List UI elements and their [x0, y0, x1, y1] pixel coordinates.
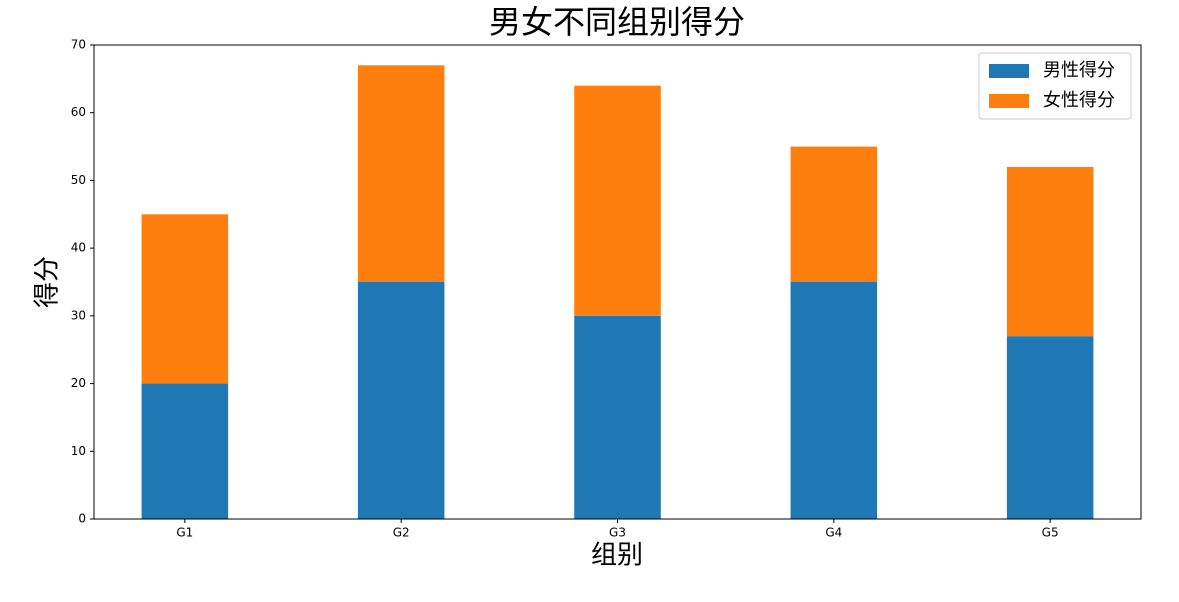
chart-title: 男女不同组别得分	[489, 3, 745, 41]
bar-segment	[790, 146, 878, 282]
x-tick-label: G4	[825, 526, 842, 540]
legend-label: 女性得分	[1043, 90, 1115, 111]
x-tick-label: G3	[609, 526, 626, 540]
y-tick-label: 10	[71, 444, 86, 458]
y-tick-label: 70	[71, 38, 86, 52]
y-tick-label: 50	[71, 173, 86, 187]
plot-frame	[93, 44, 1142, 520]
y-tick-label: 20	[71, 376, 86, 390]
y-tick-label: 40	[71, 241, 86, 255]
legend-label: 男性得分	[1043, 60, 1115, 81]
legend-swatch	[989, 94, 1029, 108]
y-tick-label: 0	[78, 512, 86, 526]
bar-segment	[357, 282, 445, 519]
x-axis-label: 组别	[591, 541, 643, 571]
bar-segment	[1006, 166, 1094, 337]
y-tick-label: 60	[71, 105, 86, 119]
bar-segment	[141, 383, 229, 519]
y-tick-label: 30	[71, 308, 86, 322]
legend-swatch	[989, 64, 1029, 78]
x-tick-label: G1	[176, 526, 193, 540]
bar-segment	[141, 214, 229, 384]
bar-segment	[790, 282, 878, 519]
x-tick-label: G2	[393, 526, 410, 540]
x-tick-label: G5	[1042, 526, 1059, 540]
bar-segment	[574, 315, 661, 519]
bar-segment	[357, 65, 445, 282]
bar-segment	[574, 85, 661, 316]
y-axis-label: 得分	[33, 256, 63, 308]
bar-segment	[1006, 336, 1094, 519]
